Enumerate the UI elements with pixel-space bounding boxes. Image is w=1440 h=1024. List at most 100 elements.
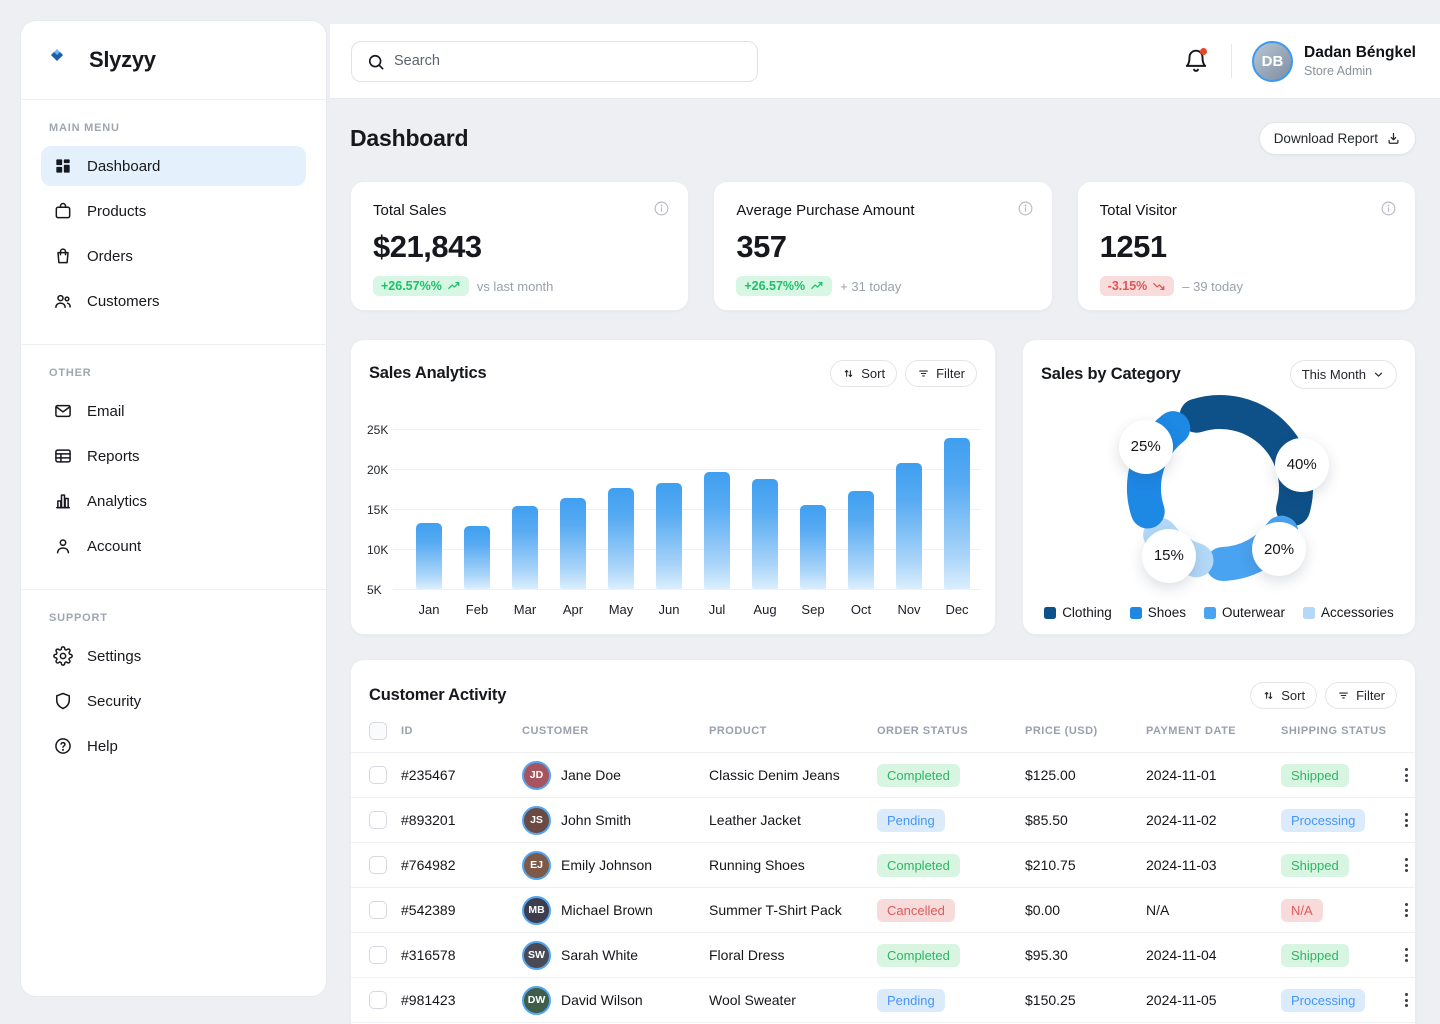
- notifications-button[interactable]: [1183, 48, 1209, 74]
- info-icon[interactable]: [1017, 200, 1034, 222]
- cell-product: Classic Denim Jeans: [709, 767, 877, 783]
- order-status-badge: Completed: [877, 944, 960, 967]
- select-all-checkbox[interactable]: [369, 722, 387, 740]
- download-report-button[interactable]: Download Report: [1259, 122, 1416, 155]
- y-axis-tick: 25K: [367, 423, 401, 437]
- gridline: [393, 469, 981, 470]
- sidebar-item-label: Orders: [87, 248, 133, 265]
- cell-price: $95.30: [1025, 947, 1146, 963]
- orders-icon: [53, 246, 73, 266]
- activity-filter-button[interactable]: Filter: [1325, 682, 1397, 709]
- column-header: PRICE (USD): [1025, 725, 1146, 737]
- column-header: ID: [401, 725, 522, 737]
- activity-sort-button[interactable]: Sort: [1250, 682, 1317, 709]
- row-menu-button[interactable]: [1397, 856, 1415, 874]
- period-select-value: This Month: [1302, 367, 1366, 382]
- topbar-divider: [1231, 44, 1232, 78]
- notification-dot: [1200, 48, 1207, 55]
- chevron-down-icon: [1372, 368, 1385, 381]
- row-menu-button[interactable]: [1397, 991, 1415, 1009]
- category-donut-chart: 40%20%15%25%: [1023, 388, 1417, 600]
- row-checkbox[interactable]: [369, 856, 387, 874]
- stat-value: 1251: [1100, 229, 1393, 265]
- bar-mar: [512, 506, 538, 589]
- activity-filter-label: Filter: [1356, 688, 1385, 703]
- user-avatar: DB: [1252, 41, 1293, 82]
- shipping-status-badge: Shipped: [1281, 764, 1349, 787]
- sidebar-item-reports[interactable]: Reports: [41, 436, 306, 476]
- cell-product: Wool Sweater: [709, 992, 877, 1008]
- cell-price: $85.50: [1025, 812, 1146, 828]
- row-menu-button[interactable]: [1397, 811, 1415, 829]
- bar-oct: [848, 491, 874, 589]
- row-checkbox[interactable]: [369, 766, 387, 784]
- bar-feb: [464, 526, 490, 589]
- products-icon: [53, 201, 73, 221]
- shipping-status-badge: N/A: [1281, 899, 1323, 922]
- shipping-status-badge: Shipped: [1281, 944, 1349, 967]
- cell-payment-date: 2024-11-01: [1146, 767, 1281, 783]
- customer-avatar: JD: [522, 761, 551, 790]
- info-icon[interactable]: [653, 200, 670, 222]
- sidebar-item-orders[interactable]: Orders: [41, 236, 306, 276]
- brand: Slyzyy: [21, 21, 326, 100]
- legend-label: Shoes: [1148, 605, 1186, 620]
- cell-price: $150.25: [1025, 992, 1146, 1008]
- row-menu-button[interactable]: [1397, 766, 1415, 784]
- reports-icon: [53, 446, 73, 466]
- settings-icon: [53, 646, 73, 666]
- shipping-status-badge: Processing: [1281, 809, 1365, 832]
- row-checkbox[interactable]: [369, 811, 387, 829]
- sidebar-item-account[interactable]: Account: [41, 526, 306, 566]
- row-menu-button[interactable]: [1397, 901, 1415, 919]
- sidebar-item-email[interactable]: Email: [41, 391, 306, 431]
- column-header: ORDER STATUS: [877, 725, 1025, 737]
- x-axis-tick: Sep: [789, 602, 837, 617]
- sidebar: Slyzyy MAIN MENU Dashboard Products Orders C…: [20, 20, 327, 997]
- order-status-badge: Pending: [877, 809, 945, 832]
- sidebar-item-dashboard[interactable]: Dashboard: [41, 146, 306, 186]
- x-axis-tick: Oct: [837, 602, 885, 617]
- sidebar-item-security[interactable]: Security: [41, 681, 306, 721]
- sidebar-item-analytics[interactable]: Analytics: [41, 481, 306, 521]
- user-menu[interactable]: DB Dadan Béngkel Store Admin: [1252, 41, 1416, 82]
- cell-customer: Emily Johnson: [561, 857, 652, 873]
- sidebar-item-customers[interactable]: Customers: [41, 281, 306, 321]
- x-axis-tick: Jan: [405, 602, 453, 617]
- sidebar-section-label: MAIN MENU: [49, 122, 306, 134]
- row-checkbox[interactable]: [369, 901, 387, 919]
- legend-item-clothing: Clothing: [1044, 605, 1112, 620]
- stat-subtext: + 31 today: [840, 279, 901, 294]
- sidebar-item-label: Products: [87, 203, 146, 220]
- sidebar-item-label: Dashboard: [87, 158, 160, 175]
- cell-customer: John Smith: [561, 812, 631, 828]
- cell-product: Running Shoes: [709, 857, 877, 873]
- cell-payment-date: 2024-11-04: [1146, 947, 1281, 963]
- account-icon: [53, 536, 73, 556]
- sales-by-category-title: Sales by Category: [1041, 365, 1181, 384]
- search-input[interactable]: [394, 53, 743, 69]
- row-checkbox[interactable]: [369, 991, 387, 1009]
- sidebar-item-settings[interactable]: Settings: [41, 636, 306, 676]
- stat-subtext: vs last month: [477, 279, 554, 294]
- sidebar-item-label: Security: [87, 693, 141, 710]
- email-icon: [53, 401, 73, 421]
- customer-activity-card: Customer Activity Sort Filter IDCUSTOMER…: [350, 659, 1416, 1024]
- sidebar-item-help[interactable]: Help: [41, 726, 306, 766]
- order-status-badge: Pending: [877, 989, 945, 1012]
- table-row: #893201JSJohn SmithLeather JacketPending…: [351, 798, 1415, 843]
- column-header: PAYMENT DATE: [1146, 725, 1281, 737]
- sales-by-category-card: Sales by Category This Month 40%20%15%25…: [1022, 339, 1416, 635]
- info-icon[interactable]: [1380, 200, 1397, 222]
- customer-avatar: MB: [522, 896, 551, 925]
- sort-icon: [1262, 689, 1275, 702]
- sidebar-item-products[interactable]: Products: [41, 191, 306, 231]
- cell-product: Floral Dress: [709, 947, 877, 963]
- search-box[interactable]: [351, 41, 758, 82]
- row-menu-button[interactable]: [1397, 946, 1415, 964]
- row-checkbox[interactable]: [369, 946, 387, 964]
- bar-dec: [944, 438, 970, 589]
- donut-label-clothing: 40%: [1275, 438, 1329, 492]
- x-axis-tick: May: [597, 602, 645, 617]
- period-select[interactable]: This Month: [1290, 360, 1397, 389]
